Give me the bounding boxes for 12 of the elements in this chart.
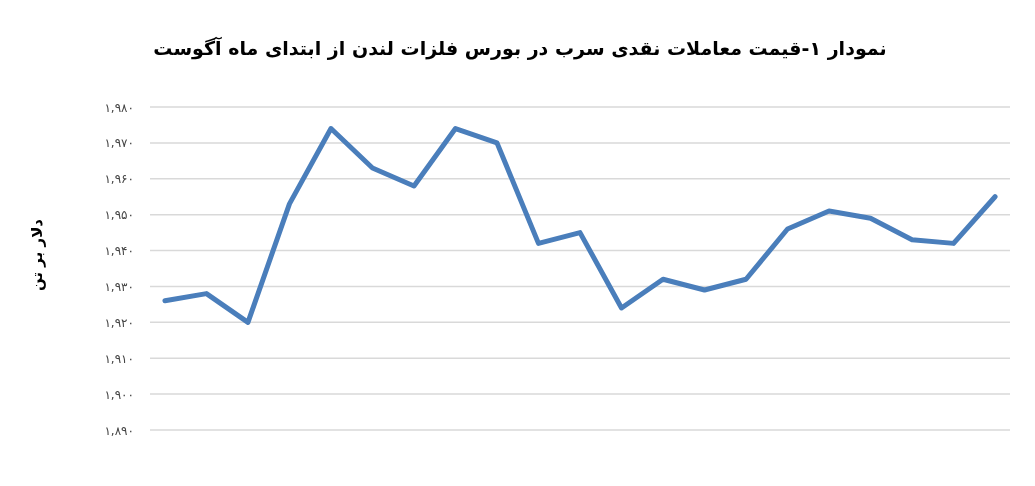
y-tick-label: ۱,۹۱۰ (104, 351, 134, 366)
y-tick-label: ۱,۹۶۰ (104, 172, 134, 187)
chart-title: نمودار ۱-قیمت معاملات نقدی سرب در بورس فلزات لندن از ابتدای ماه آگوست (153, 36, 887, 60)
y-tick-label: ۱,۹۸۰ (104, 100, 134, 115)
y-tick-label: ۱,۹۲۰ (104, 315, 134, 330)
y-tick-label: ۱,۹۰۰ (104, 387, 134, 402)
y-tick-label: ۱,۹۴۰ (104, 244, 134, 259)
y-axis-title: دلار بر تن (28, 218, 46, 292)
y-tick-label: ۱,۹۷۰ (104, 136, 134, 151)
y-tick-label: ۱,۸۹۰ (104, 423, 134, 438)
y-tick-label: ۱,۹۵۰ (104, 208, 134, 223)
y-tick-label: ۱,۹۳۰ (104, 279, 134, 294)
